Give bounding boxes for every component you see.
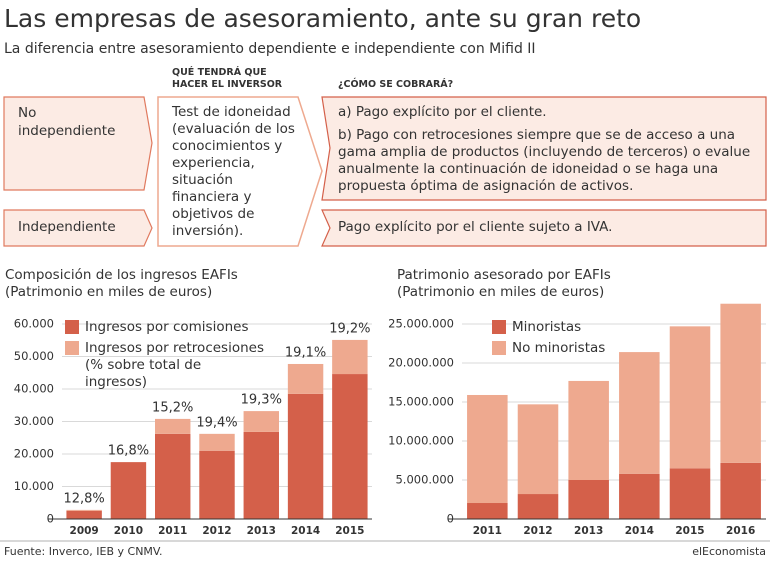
bar-segment [287,363,324,394]
y-tick-label: 10.000.000 [388,434,454,448]
bar-segment [568,480,609,519]
x-tick-label: 2016 [726,525,755,537]
bar-segment [669,468,711,519]
x-tick-label: 2012 [202,525,231,537]
x-tick-label: 2014 [291,525,320,537]
y-tick-label: 10.000 [14,479,54,493]
legend-label: No minoristas [512,340,606,356]
bar-segment [669,326,711,469]
bar-segment [517,404,559,495]
bar-segment [332,339,368,375]
x-tick-label: 2015 [675,525,704,537]
legend-swatch [492,320,506,334]
legend-label: Ingresos por comisiones [85,319,249,335]
bar-annotation: 15,2% [152,400,193,415]
bar-segment [243,411,279,432]
x-tick-label: 2015 [335,525,364,537]
box-no-independiente [3,96,153,191]
bar-segment [66,510,102,519]
y-tick-label: 30.000 [14,414,54,428]
chart-title: Composición de los ingresos EAFIs [5,267,238,283]
bar-segment [720,303,761,463]
bar-segment [155,418,191,434]
bar-segment [66,509,102,511]
box-payment-1 [321,96,767,201]
bar-segment [110,462,147,519]
x-tick-label: 2013 [574,525,603,537]
y-tick-label: 5.000.000 [395,473,454,487]
column-header: ¿CÓMO SE COBRARÁ? [338,79,454,90]
bar-annotation: 19,1% [285,345,326,360]
bar-segment [568,380,609,480]
payment: b) Pago con retrocesiones siempre que se… [338,127,751,194]
bar-segment [467,394,508,504]
chart-title: Patrimonio asesorado por EAFIs [397,267,611,283]
legend-swatch [492,341,506,355]
chart-subtitle: (Patrimonio en miles de euros) [397,284,605,300]
row-label: No independiente [18,105,116,139]
bar-segment [517,494,559,519]
bar-segment [720,462,761,519]
chart-subtitle: (Patrimonio en miles de euros) [5,284,213,300]
legend-label: Minoristas [512,319,582,335]
box-payment-2 [321,209,767,247]
x-tick-label: 2011 [473,525,502,537]
bar-segment [287,393,324,519]
y-tick-label: 60.000 [14,317,54,331]
bar-segment [199,450,235,519]
x-tick-label: 2011 [158,525,187,537]
requirement: Test de idoneidad (evaluación de los con… [172,104,295,239]
legend-swatch [65,341,79,355]
bar-segment [155,433,191,519]
bar-segment [199,433,235,451]
box-requirement [157,96,323,247]
y-tick-label: 40.000 [14,382,54,396]
bar-segment [467,503,508,519]
subtitle: La diferencia entre asesoramiento depend… [4,41,536,57]
column-header: QUÉ TENDRÁ QUE HACER EL INVERSOR [172,67,283,90]
x-tick-label: 2014 [625,525,654,537]
payment: Pago explícito por el cliente sujeto a I… [338,219,613,235]
brand: elEconomista [692,545,766,558]
legend-label: Ingresos por retrocesiones (% sobre tota… [85,340,264,390]
y-tick-label: 50.000 [14,349,54,363]
payment: a) Pago explícito por el cliente. [338,104,547,120]
x-tick-label: 2009 [70,525,99,537]
legend-swatch [65,320,79,334]
y-tick-label: 25.000.000 [388,317,454,331]
title: Las empresas de asesoramiento, ante su g… [4,4,642,33]
bar-annotation: 19,4% [196,415,237,430]
y-tick-label: 20.000 [14,447,54,461]
y-tick-label: 20.000.000 [388,356,454,370]
source: Fuente: Inverco, IEB y CNMV. [4,545,163,558]
bar-segment [619,352,660,474]
bar-annotation: 19,2% [329,321,370,336]
bar-segment [332,374,368,519]
bar-segment [619,473,660,519]
x-tick-label: 2010 [114,525,143,537]
x-tick-label: 2013 [247,525,276,537]
bar-annotation: 19,3% [241,393,282,408]
bar-annotation: 16,8% [108,444,149,459]
x-tick-label: 2012 [523,525,552,537]
bar-segment [243,431,279,519]
bar-annotation: 12,8% [63,491,104,506]
box-independiente [3,209,153,247]
y-tick-label: 15.000.000 [388,395,454,409]
row-label: Independiente [18,219,116,235]
